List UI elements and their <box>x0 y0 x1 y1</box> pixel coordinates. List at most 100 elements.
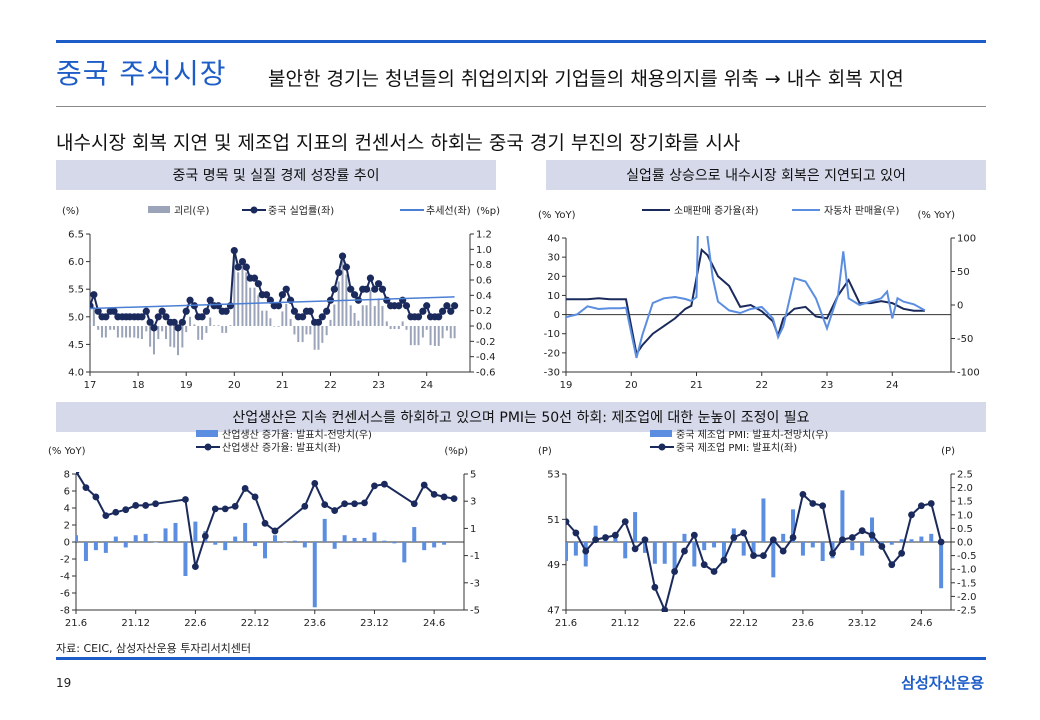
left-tick-label: 5.0 <box>68 312 84 323</box>
series-1-point <box>651 583 659 591</box>
series-2-bar <box>273 326 276 327</box>
series-0-point <box>262 291 271 299</box>
series-0-bar <box>133 535 138 542</box>
x-tick-label: 19 <box>560 380 573 391</box>
series-1-point <box>582 547 590 555</box>
series-2-bar <box>309 326 312 335</box>
series-2-bar <box>173 326 176 348</box>
series-0-point <box>435 313 443 321</box>
series-2-bar <box>409 326 412 346</box>
series-0-point <box>146 318 154 326</box>
series-1-point <box>799 491 807 498</box>
series-0-point <box>299 313 307 321</box>
series-0-bar <box>791 509 796 542</box>
series-2-bar <box>121 326 124 338</box>
series-0-bar <box>382 540 387 542</box>
series-1-point <box>311 479 319 487</box>
series-1-point <box>789 534 797 541</box>
panel-title-retail: 실업률 상승으로 내수시장 회복은 지연되고 있어 <box>546 160 986 190</box>
left-tick-label: -6 <box>60 589 70 600</box>
series-0-bar <box>613 536 618 542</box>
series-2-bar <box>233 249 236 326</box>
series-1-point <box>592 536 600 544</box>
series-2-bar <box>381 306 384 326</box>
series-1-point <box>611 531 619 539</box>
series-0-bar <box>682 533 687 542</box>
series-0-point <box>234 263 242 271</box>
series-1-point <box>112 508 120 516</box>
series-0-bar <box>850 542 855 551</box>
series-1-point <box>152 500 159 508</box>
series-0-bar <box>672 542 677 575</box>
series-0-bar <box>939 542 944 589</box>
series-2-bar <box>281 311 284 326</box>
series-2-bar <box>437 326 440 346</box>
series-2-bar <box>101 326 104 338</box>
right-tick-label: 0.6 <box>476 276 492 287</box>
right-axis-unit: (%p) <box>444 446 468 457</box>
series-0-point <box>419 307 427 315</box>
series-2-bar <box>149 326 152 347</box>
right-tick-label: 1.2 <box>476 230 492 241</box>
retail-auto-chart: (% YoY) (% YoY)403020100-10-20-30100500-5… <box>538 205 980 391</box>
legend-label: 산업생산 증가율: 발표치(좌) <box>222 441 341 454</box>
series-2-bar <box>289 319 292 326</box>
series-1-point <box>122 506 130 514</box>
series-2-bar <box>249 287 252 326</box>
left-tick-label: 6.0 <box>68 257 84 268</box>
series-0-point <box>323 307 331 315</box>
left-tick-label: 47 <box>547 606 560 617</box>
series-group <box>566 236 926 359</box>
series-1-point <box>271 527 279 535</box>
panel-title-industry: 산업생산은 지속 컨센서스를 하회하고 있으며 PMI는 50선 하회: 제조업… <box>56 402 986 432</box>
series-0-bar <box>76 535 78 542</box>
series-0-bar <box>272 535 277 542</box>
series-1-point <box>142 502 150 509</box>
industrial-production-chart: (% YoY) (%p) 8 6 4 2 0 -2 -4 -6 -8 5 3 1 -1 -3 -5 21.6 21.… <box>48 428 480 629</box>
series-0-bar <box>292 540 297 542</box>
x-tick-label: 19 <box>180 380 193 391</box>
series-0-bar <box>909 539 914 542</box>
x-tick-label: 23.6 <box>792 618 814 629</box>
series-2-bar <box>225 326 228 333</box>
series-0-bar <box>741 542 746 556</box>
x-tick-label: 21.12 <box>611 618 640 629</box>
series-0-bar <box>692 542 697 567</box>
series-0-point <box>447 307 455 315</box>
right-tick-label: 0.8 <box>476 260 492 271</box>
x-tick-label: 23.6 <box>304 618 326 629</box>
series-1-point <box>341 500 349 508</box>
series-0-bar <box>302 542 307 548</box>
series-0-point <box>402 302 411 310</box>
unemployment-chart: (%) (%p) 6.5 6.0 5.5 5.0 4.5 4.0 1.2 1.0 0.8 0.6 0.4… <box>62 204 500 391</box>
series-0-point <box>335 269 343 277</box>
legend-swatch <box>148 206 170 213</box>
series-0-bar <box>929 533 934 542</box>
left-tick-label: 5.5 <box>68 285 84 296</box>
right-tick-label: -0.4 <box>476 352 496 363</box>
right-tick-label: -50 <box>957 334 973 345</box>
x-tick-label: 24.6 <box>910 618 932 629</box>
left-tick-label: -10 <box>544 329 560 340</box>
series-0-point <box>375 280 383 288</box>
series-1-point <box>572 529 580 537</box>
right-tick-label: -0.6 <box>476 368 496 379</box>
pmi-chart: (P) (P) 53 51 49 47 2.5 2.0 1.5 1.0 0.5 0.0 -0.5 -1.0… <box>538 428 977 629</box>
legend-swatch <box>650 430 672 437</box>
series-2-bar <box>97 326 100 330</box>
left-tick-label: 30 <box>547 253 560 264</box>
series-0-point <box>178 318 186 326</box>
left-tick-label: 4.0 <box>68 368 84 379</box>
series-2-bar <box>277 326 280 327</box>
left-axis-unit: (% YoY) <box>538 210 576 221</box>
series-2-bar <box>241 264 244 326</box>
series-1-point <box>321 501 329 508</box>
series-0-point <box>250 274 259 282</box>
series-0-bar <box>183 542 188 576</box>
x-tick-label: 23.12 <box>848 618 877 629</box>
series-0-point <box>158 307 166 315</box>
series-0-point <box>395 302 403 310</box>
series-2-bar <box>90 322 91 326</box>
x-tick-label: 17 <box>84 380 97 391</box>
x-tick-label: 21 <box>690 380 703 391</box>
